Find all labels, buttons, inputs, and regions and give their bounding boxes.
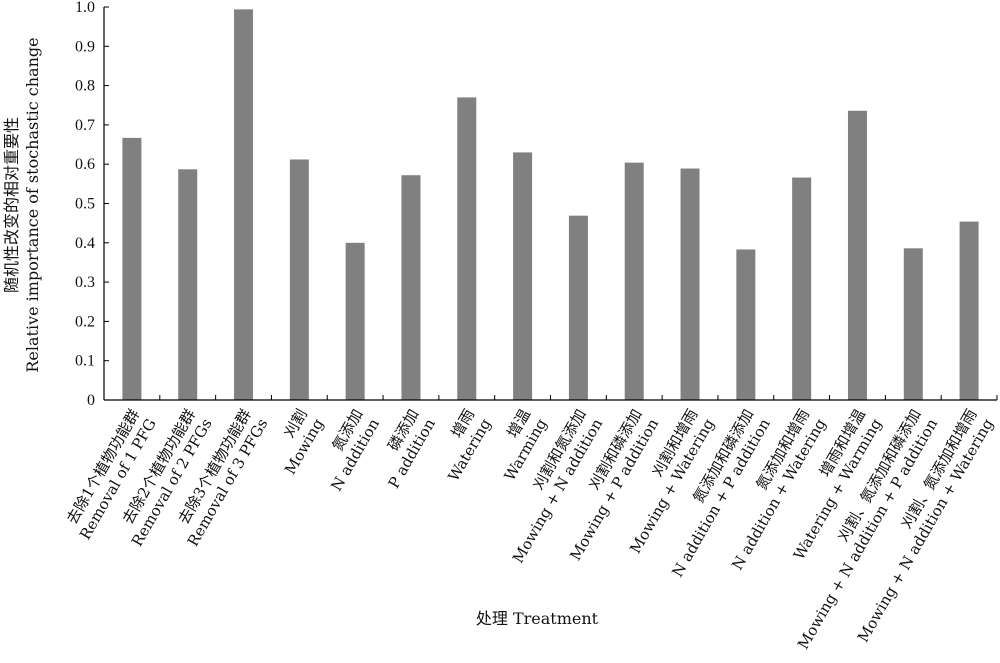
bar	[345, 242, 365, 400]
bar	[178, 169, 198, 400]
y-tick-label: 0.1	[75, 353, 95, 370]
bar	[736, 249, 756, 400]
bar	[401, 175, 421, 400]
bar	[680, 168, 700, 400]
y-tick-label: 0.8	[75, 78, 95, 95]
y-tick-label: 0.9	[75, 38, 95, 55]
y-tick-label: 1.0	[75, 0, 95, 16]
y-tick-label: 0.3	[75, 274, 95, 291]
bar	[847, 110, 867, 400]
y-tick-label: 0	[87, 392, 95, 409]
bar	[792, 177, 812, 400]
bar	[513, 152, 533, 400]
y-axis-title-chinese: 随机性改变的相对重要性	[2, 117, 21, 293]
bar	[959, 221, 979, 400]
y-tick-label: 0.2	[75, 313, 95, 330]
bar	[903, 248, 923, 400]
y-tick-label: 0.5	[75, 196, 95, 213]
y-tick-label: 0.6	[75, 156, 95, 173]
y-axis: 0 0.1 0.2 0.3 0.4 0.5 0.6 0.7 0.8 0.9 1.0	[75, 0, 109, 409]
bar	[624, 162, 644, 400]
y-tick-label: 0.4	[75, 235, 95, 252]
bar	[234, 9, 254, 400]
bar	[568, 215, 588, 400]
x-axis-title: 处理 Treatment	[476, 609, 599, 628]
bars	[122, 9, 979, 400]
bar	[289, 159, 309, 400]
bar	[122, 137, 142, 400]
y-tick-label: 0.7	[75, 117, 95, 134]
bar	[457, 97, 477, 400]
y-axis-title-english: Relative importance of stochastic change	[23, 37, 42, 372]
